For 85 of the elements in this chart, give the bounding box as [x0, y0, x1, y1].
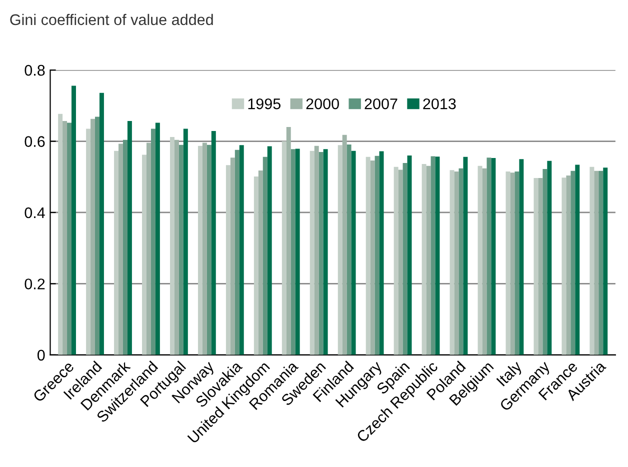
- bar: [450, 170, 454, 355]
- bar: [58, 114, 63, 355]
- bar: [342, 134, 347, 355]
- bar: [62, 120, 68, 355]
- bar: [290, 149, 296, 355]
- bar: [310, 150, 314, 355]
- bar: [478, 166, 482, 355]
- bar: [282, 141, 286, 355]
- bar: [226, 165, 230, 355]
- bar: [286, 127, 291, 355]
- bar: [454, 172, 459, 355]
- bar: [346, 144, 352, 355]
- bar: [398, 170, 403, 355]
- bar: [402, 162, 408, 355]
- bar: [422, 164, 426, 355]
- bar: [590, 166, 594, 355]
- bar: [174, 140, 179, 355]
- bar: [491, 158, 496, 355]
- legend-label: 2007: [364, 98, 398, 110]
- bar: [510, 172, 515, 355]
- bar: [534, 178, 538, 355]
- bar: [206, 144, 212, 355]
- bar: [262, 156, 268, 355]
- bar: [314, 146, 319, 355]
- legend-label: 2000: [306, 98, 339, 110]
- bar: [114, 150, 119, 355]
- y-tick-label: 0.2: [24, 278, 45, 290]
- bar: [519, 159, 524, 355]
- bar: [426, 166, 431, 355]
- bar: [570, 170, 576, 355]
- bar: [95, 116, 100, 355]
- bar: [258, 170, 263, 355]
- bar: [86, 128, 91, 355]
- bar: [351, 150, 356, 355]
- bar: [594, 170, 599, 355]
- bar: [150, 128, 156, 355]
- bar: [514, 172, 520, 355]
- bar: [603, 168, 608, 355]
- bar: [575, 164, 580, 355]
- bar: [146, 142, 151, 355]
- bar: [122, 140, 128, 355]
- bar: [318, 152, 324, 355]
- y-tick-label: 0: [37, 350, 45, 361]
- bar: [374, 156, 380, 355]
- bar: [547, 160, 552, 355]
- y-tick-label: 0.4: [24, 207, 45, 218]
- bar: [254, 176, 258, 355]
- bar: [542, 169, 548, 355]
- bar: [155, 122, 160, 355]
- bar: [142, 154, 146, 355]
- bar: [566, 175, 571, 355]
- bar: [379, 151, 384, 355]
- y-tick-label: 0.8: [24, 64, 45, 76]
- bar: [178, 144, 184, 355]
- bar: [562, 178, 566, 355]
- bar: [202, 142, 207, 355]
- bar: [118, 144, 123, 355]
- legend-label: 2013: [423, 98, 456, 110]
- bar: [486, 158, 492, 355]
- bar: [198, 146, 202, 355]
- bar: [239, 145, 244, 355]
- y-tick-label: 0.6: [24, 136, 45, 147]
- bar: [170, 136, 174, 355]
- bar: [323, 149, 328, 355]
- bar: [67, 122, 72, 355]
- bar: [538, 178, 543, 355]
- bar: [127, 120, 132, 355]
- bar: [435, 156, 440, 355]
- bar: [230, 158, 235, 355]
- bar: [463, 156, 468, 355]
- chart-subtitle: Gini coefficient of value added: [10, 14, 213, 26]
- bar: [366, 156, 370, 355]
- bar: [394, 166, 398, 355]
- bar: [234, 150, 240, 355]
- bar: [267, 146, 272, 355]
- legend-label: 1995: [248, 98, 280, 110]
- bar: [598, 170, 604, 355]
- bar: [183, 128, 188, 355]
- bar: [99, 92, 104, 355]
- bar: [295, 148, 300, 355]
- bar: [370, 160, 375, 355]
- bar: [90, 118, 96, 355]
- bar: [211, 130, 216, 355]
- bar: [338, 145, 342, 355]
- bar: [72, 86, 76, 355]
